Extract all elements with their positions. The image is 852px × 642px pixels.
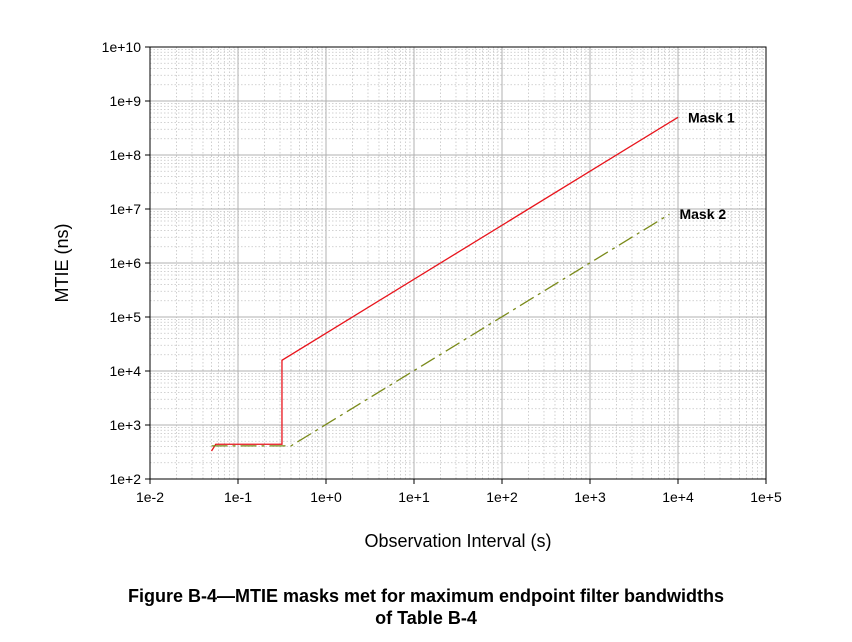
y-tick-label: 1e+10	[102, 39, 142, 55]
tick-labels: 1e-2 1e-1 1e+0 1e+1 1e+2 1e+3 1e+4 1e+5 1e+2 1e+3…	[102, 39, 782, 505]
major-grid	[149, 46, 767, 480]
y-tick-label: 1e+9	[109, 93, 141, 109]
x-tick-label: 1e+0	[310, 489, 342, 505]
x-tick-label: 1e+4	[662, 489, 694, 505]
chart: 1e-2 1e-1 1e+0 1e+1 1e+2 1e+3 1e+4 1e+5 1e+2 1e+3…	[52, 39, 782, 551]
figure-caption-line-2: of Table B-4	[375, 608, 477, 628]
tick-marks	[145, 46, 767, 484]
y-tick-label: 1e+7	[109, 201, 141, 217]
minor-grid	[150, 47, 766, 479]
figure-caption-line-1: Figure B-4—MTIE masks met for maximum en…	[127, 586, 725, 606]
y-tick-label: 1e+5	[109, 309, 141, 325]
y-tick-label: 1e+8	[109, 147, 141, 163]
x-tick-label: 1e+5	[750, 489, 782, 505]
series-layer	[210, 116, 679, 452]
series-label-1: Mask 1	[688, 109, 735, 125]
y-tick-label: 1e+4	[109, 363, 141, 379]
series-line-2	[211, 213, 670, 447]
y-axis-title: MTIE (ns)	[52, 224, 72, 303]
series-label-2: Mask 2	[679, 206, 726, 222]
y-tick-label: 1e+3	[109, 417, 141, 433]
x-tick-label: 1e-1	[224, 489, 252, 505]
x-tick-label: 1e+1	[398, 489, 430, 505]
y-tick-label: 1e+2	[109, 471, 141, 487]
x-tick-label: 1e+3	[574, 489, 606, 505]
y-tick-label: 1e+6	[109, 255, 141, 271]
x-tick-label: 1e-2	[136, 489, 164, 505]
x-axis-title: Observation Interval (s)	[364, 531, 551, 551]
x-tick-label: 1e+2	[486, 489, 518, 505]
